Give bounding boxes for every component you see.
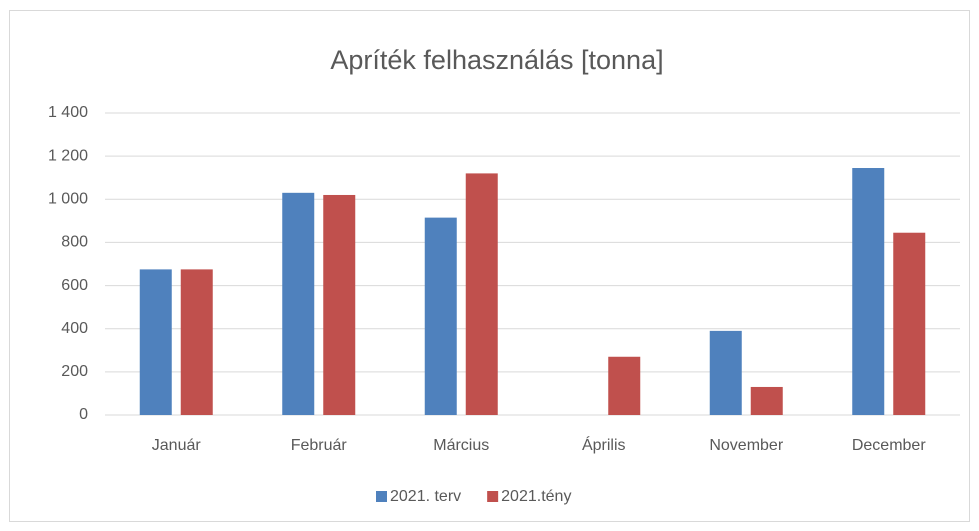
legend-swatch [487, 491, 499, 502]
x-tick-label: Január [152, 437, 202, 454]
y-tick-label: 1 000 [48, 191, 88, 208]
chart-title: Apríték felhasználás [tonna] [330, 45, 663, 75]
y-tick-label: 1 200 [48, 147, 88, 164]
legend-label: 2021.tény [501, 488, 571, 505]
x-tick-label: November [709, 437, 783, 454]
bar [608, 356, 641, 415]
bar [180, 269, 213, 415]
y-tick-label: 800 [61, 234, 88, 251]
bar [709, 330, 742, 415]
x-tick-label: Február [291, 437, 348, 454]
bar [750, 386, 783, 415]
legend-swatch [376, 491, 387, 502]
bar [282, 192, 315, 415]
y-tick-label: 0 [79, 406, 88, 423]
bar [323, 194, 356, 415]
bar [424, 217, 457, 415]
bar [139, 269, 172, 415]
x-tick-label: December [852, 437, 926, 454]
y-tick-label: 600 [61, 277, 88, 294]
y-tick-label: 200 [61, 363, 88, 380]
bar [852, 168, 885, 415]
bar [893, 232, 926, 415]
legend-label: 2021. terv [390, 488, 461, 505]
x-tick-label: Április [582, 435, 626, 454]
y-tick-label: 1 400 [48, 104, 88, 121]
x-tick-label: Március [433, 437, 489, 454]
y-tick-label: 400 [61, 320, 88, 337]
bar [465, 173, 498, 415]
